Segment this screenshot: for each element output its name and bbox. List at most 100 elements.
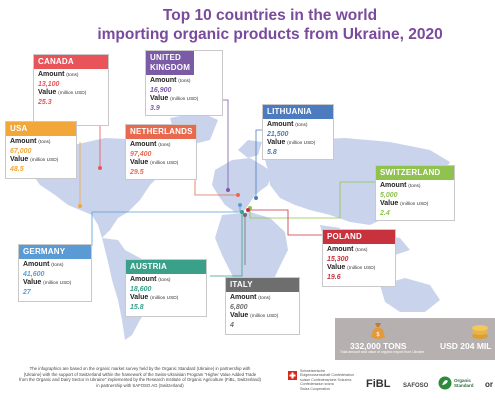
country-name: NETHERLANDS [126, 125, 196, 139]
amount-label: Amount [267, 121, 294, 128]
amount-label: Amount [130, 141, 157, 148]
amount-unit: (tons) [355, 248, 368, 253]
value-label: Value [267, 139, 286, 146]
swiss-flag-icon [288, 371, 297, 380]
footer-line-2: (Ukraine) with the support of Switzerlan… [23, 371, 257, 377]
value-value: 19.6 [327, 274, 341, 281]
country-card-germany: GERMANY Amount (tons) 41,600 Value (mill… [18, 244, 92, 302]
country-name: CANADA [34, 55, 108, 69]
country-name: ITALY [226, 278, 299, 292]
amount-value: 13,100 [38, 81, 60, 88]
amount-label: Amount [380, 182, 407, 189]
footer-line-3: from the Organic and Dairy Sector in Ukr… [19, 377, 261, 383]
country-card-united-kingdom: UNITED KINGDOM Amount (tons) 16,900 Valu… [145, 50, 223, 116]
footer-line-1: The infographics are based on the organi… [29, 366, 251, 371]
country-name: SWITZERLAND [376, 166, 454, 180]
title-line-1: Top 10 countries in the world [162, 7, 378, 24]
value-unit: (million USD) [287, 141, 316, 146]
country-name: UNITED KINGDOM [146, 51, 194, 75]
swiss-confederation-text: Schweizerische Eidgenossenschaft Confédé… [300, 369, 354, 387]
country-card-poland: POLAND Amount (tons) 15,300 Value (milli… [322, 229, 396, 287]
country-card-usa: USA Amount (tons) 67,000 Value (million … [5, 121, 77, 179]
country-name: LITHUANIA [263, 105, 333, 119]
swiss-cooperation-logo: Schweizerische Eidgenossenschaft Confédé… [300, 369, 355, 391]
value-label: Value [130, 159, 149, 166]
value-value: 5.8 [267, 149, 277, 156]
value-label: Value [327, 264, 346, 271]
value-unit: (million USD) [150, 296, 179, 301]
total-tons: 332,000 TONS [350, 341, 407, 351]
amount-value: 67,000 [10, 148, 32, 155]
amount-value: 97,400 [130, 151, 152, 158]
value-value: 48.5 [10, 166, 24, 173]
amount-unit: (tons) [158, 143, 171, 148]
canada-marker [98, 166, 102, 170]
value-unit: (million USD) [43, 281, 72, 286]
amount-value: 41,600 [23, 271, 45, 278]
amount-label: Amount [150, 77, 177, 84]
value-label: Value [230, 312, 249, 319]
totals-caption: Total amount and value of organic export… [340, 350, 425, 354]
value-unit: (million USD) [150, 161, 179, 166]
fibl-logo: FiBL [366, 378, 391, 390]
organic-standard-logo-icon [438, 376, 452, 390]
country-card-switzerland: SWITZERLAND Amount (tons) 5,000 Value (m… [375, 165, 455, 221]
country-card-austria: AUSTRIA Amount (tons) 18,600 Value (mill… [125, 259, 207, 317]
value-unit: (million USD) [170, 97, 199, 102]
amount-unit: (tons) [295, 123, 308, 128]
value-value: 4 [230, 322, 234, 329]
organic-standard-logo: Organic Standard [454, 378, 474, 388]
amount-label: Amount [230, 294, 257, 301]
footer-line-4: in partnership with SAFOSO AG (Switzerla… [96, 382, 184, 388]
value-label: Value [380, 200, 399, 207]
amount-value: 6,800 [230, 304, 248, 311]
amount-value: 16,900 [150, 87, 172, 94]
amount-label: Amount [130, 276, 157, 283]
amount-unit: (tons) [158, 278, 171, 283]
value-label: Value [10, 156, 29, 163]
country-name: POLAND [323, 230, 395, 244]
value-label: Value [23, 279, 42, 286]
country-name: AUSTRIA [126, 260, 206, 274]
country-card-italy: ITALY Amount (tons) 6,800 Value (million… [225, 277, 300, 335]
poland-marker [246, 208, 250, 212]
amount-label: Amount [38, 71, 65, 78]
safoso-logo: SAFOSO [403, 383, 429, 389]
country-card-lithuania: LITHUANIA Amount (tons) 21,500 Value (mi… [262, 104, 334, 160]
totals-panel [335, 318, 495, 360]
value-unit: (million USD) [250, 314, 279, 319]
value-label: Value [38, 89, 57, 96]
money-bag-icon: $ [371, 323, 385, 339]
lithuania-marker [254, 196, 258, 200]
country-name: GERMANY [19, 245, 91, 259]
value-label: Value [130, 294, 149, 301]
amount-unit: (tons) [178, 79, 191, 84]
germany-marker [238, 203, 242, 207]
netherlands-marker [236, 193, 240, 197]
organic-standard-line-1: Organic [454, 378, 472, 383]
amount-unit: (tons) [258, 296, 271, 301]
amount-value: 5,000 [380, 192, 398, 199]
value-value: 15.8 [130, 304, 144, 311]
value-value: 2.4 [380, 210, 390, 217]
amount-unit: (tons) [66, 73, 79, 78]
value-unit: (million USD) [58, 91, 87, 96]
amount-value: 18,600 [130, 286, 152, 293]
organic-standard-line-2: Standard [454, 383, 474, 388]
country-card-canada: CANADA Amount (tons) 13,100 Value (milli… [33, 54, 109, 126]
swiss-cooperation-text: Swiss Cooperation [300, 386, 330, 391]
value-value: 3.9 [150, 105, 160, 112]
usa-marker [78, 204, 82, 208]
switzerland-marker [248, 206, 252, 210]
coins-icon [472, 325, 488, 339]
page-title: Top 10 countries in the world importing … [60, 6, 480, 44]
amount-unit: (tons) [38, 140, 51, 145]
amount-label: Amount [10, 138, 37, 145]
amount-value: 21,500 [267, 131, 289, 138]
svg-text:$: $ [376, 331, 380, 338]
title-line-2: importing organic products from Ukraine,… [97, 26, 443, 43]
amount-label: Amount [327, 246, 354, 253]
italy-marker [243, 213, 247, 217]
amount-label: Amount [23, 261, 50, 268]
value-unit: (million USD) [400, 202, 429, 207]
